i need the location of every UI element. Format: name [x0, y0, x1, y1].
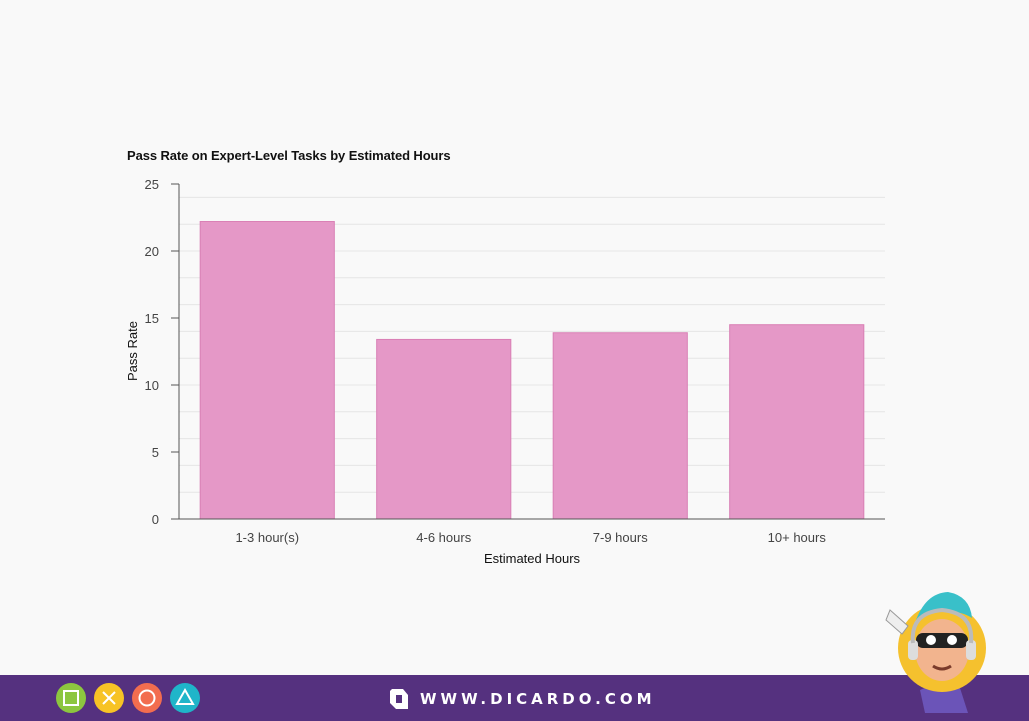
x-axis-title: Estimated Hours [484, 551, 581, 566]
triangle-button-icon [170, 683, 200, 713]
circle-icon [138, 689, 156, 707]
y-axis-title: Pass Rate [125, 321, 140, 381]
tick-labels: 1-3 hour(s) 4-6 hours 7-9 hours 10+ hours 0 5… [145, 177, 827, 545]
y-tick-label: 0 [152, 512, 159, 527]
dicardo-logo-icon [390, 689, 408, 709]
y-tick-label: 5 [152, 445, 159, 460]
bar-2 [552, 332, 688, 520]
cross-icon [102, 691, 116, 705]
chart-title: Pass Rate on Expert-Level Tasks by Estim… [127, 148, 451, 163]
brand[interactable]: WWW.DICARDO.COM [388, 686, 656, 712]
y-tick-label: 20 [145, 244, 159, 259]
bars [199, 221, 865, 520]
x-tick-label: 4-6 hours [416, 530, 471, 545]
cross-button-icon [94, 683, 124, 713]
triangle-icon [175, 687, 195, 705]
square-button-icon [56, 683, 86, 713]
x-tick-label: 10+ hours [768, 530, 827, 545]
y-tick-label: 15 [145, 311, 159, 326]
bar-0 [199, 221, 335, 520]
square-icon [63, 690, 79, 706]
mascot-icon [885, 592, 986, 713]
x-tick-label: 1-3 hour(s) [235, 530, 299, 545]
bar-1 [376, 338, 512, 520]
x-tick-label: 7-9 hours [593, 530, 648, 545]
bar-3 [729, 324, 865, 520]
circle-button-icon [132, 683, 162, 713]
brand-url[interactable]: WWW.DICARDO.COM [420, 690, 656, 708]
y-tick-label: 10 [145, 378, 159, 393]
y-tick-label: 25 [145, 177, 159, 192]
bar-chart: 1-3 hour(s) 4-6 hours 7-9 hours 10+ hours 0 5… [125, 177, 885, 566]
axes [171, 183, 885, 520]
